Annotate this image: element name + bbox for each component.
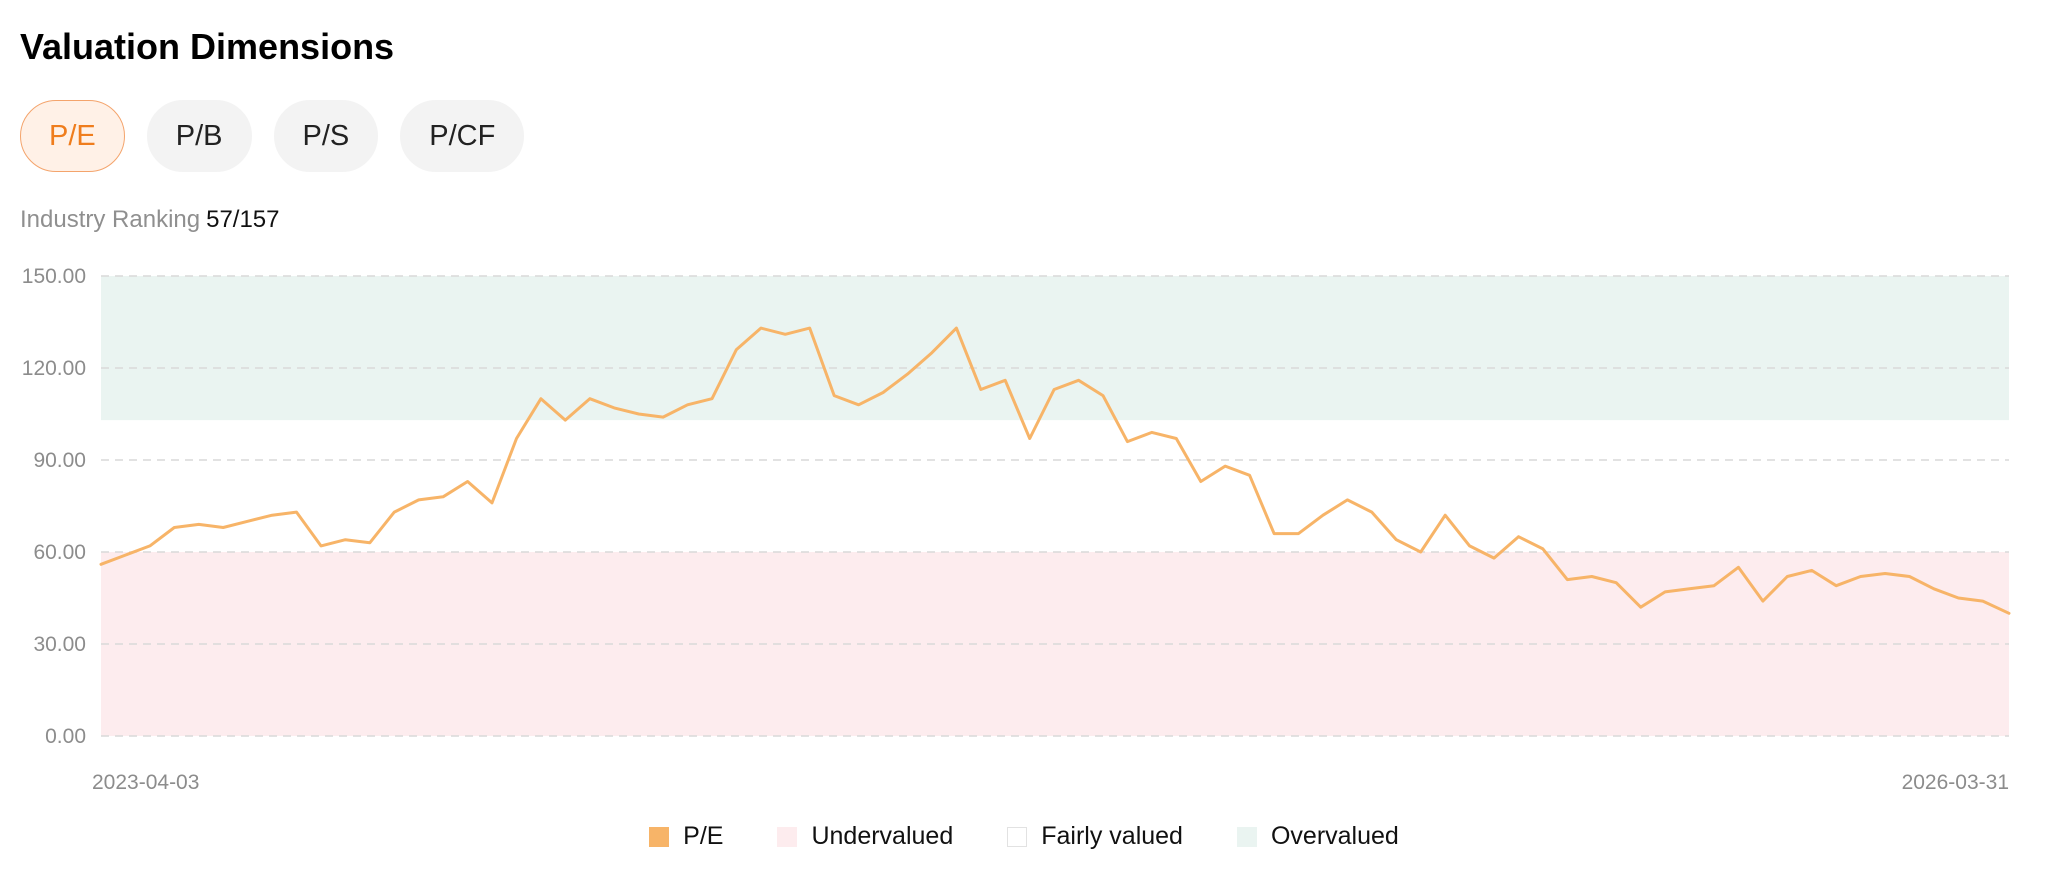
legend-item-overvalued[interactable]: Overvalued — [1236, 822, 1399, 851]
legend-swatch-pe — [649, 826, 670, 847]
page-title: Valuation Dimensions — [20, 26, 395, 67]
series-line-pe — [99, 326, 2011, 615]
tab-pb[interactable]: P/B — [146, 100, 252, 172]
y-tick-label: 150.00 — [22, 265, 86, 288]
legend-swatch-fairly-valued — [1007, 826, 1028, 847]
legend-swatch-overvalued — [1236, 826, 1257, 847]
x-tick-label-start: 2023-04-03 — [92, 771, 199, 794]
legend-label-fairly-valued: Fairly valued — [1041, 822, 1183, 850]
legend-swatch-undervalued — [777, 826, 798, 847]
tab-pe[interactable]: P/E — [20, 100, 125, 172]
industry-ranking-value: 57/157 — [206, 206, 280, 233]
legend-item-fairly-valued[interactable]: Fairly valued — [1007, 822, 1183, 851]
chart-legend: P/E Undervalued Fairly valued Overvalued — [0, 822, 2048, 851]
industry-ranking-label: Industry Ranking — [20, 206, 201, 233]
y-tick-label: 90.00 — [33, 449, 86, 472]
x-tick-label-end: 2026-03-31 — [1902, 771, 2009, 794]
legend-label-overvalued: Overvalued — [1270, 822, 1399, 850]
tab-pcf[interactable]: P/CF — [400, 100, 525, 172]
pe-line-chart: 150.00 120.00 90.00 60.00 30.00 0.00 2023-04-0… — [22, 265, 2011, 794]
band-fairly-valued — [101, 420, 2009, 552]
y-tick-label: 30.00 — [33, 633, 86, 656]
industry-ranking: Industry Ranking 57/157 — [20, 206, 280, 234]
band-overvalued — [101, 276, 2009, 421]
y-tick-label: 60.00 — [33, 541, 86, 564]
legend-label-pe: P/E — [683, 822, 724, 850]
legend-item-pe[interactable]: P/E — [649, 822, 723, 851]
y-tick-label: 120.00 — [22, 357, 86, 380]
y-tick-label: 0.00 — [45, 725, 86, 748]
legend-label-undervalued: Undervalued — [811, 822, 954, 850]
legend-item-undervalued[interactable]: Undervalued — [777, 822, 953, 851]
valuation-tabs: P/E P/B P/S P/CF — [20, 100, 525, 172]
tab-ps[interactable]: P/S — [273, 100, 379, 172]
